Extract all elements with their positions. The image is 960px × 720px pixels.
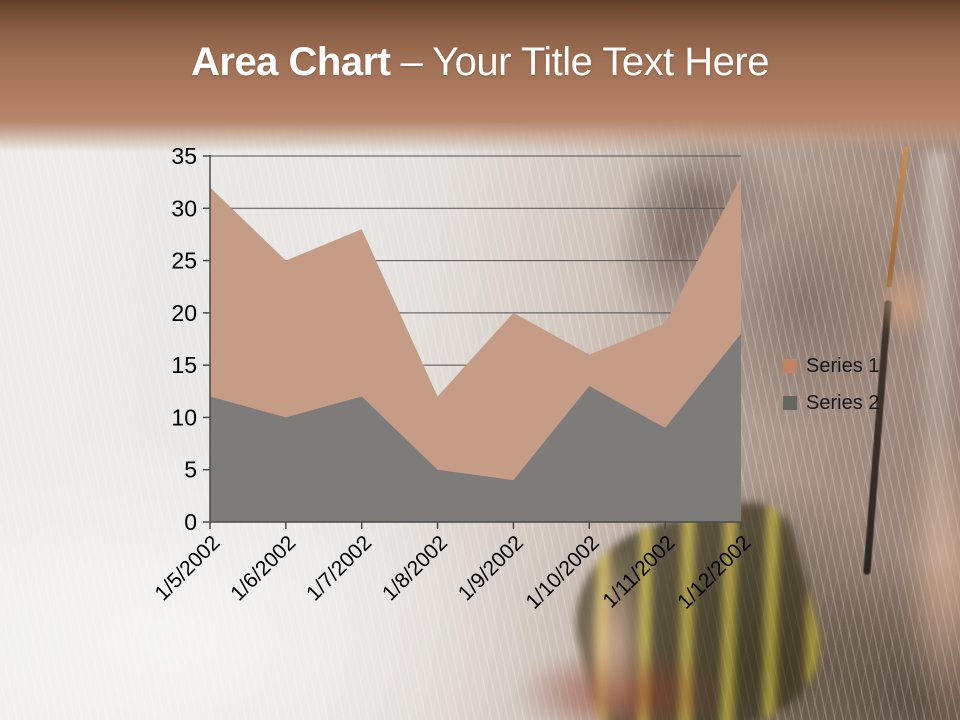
- y-axis-label: 15: [171, 352, 197, 378]
- photo-right-arm: [905, 415, 960, 720]
- slide-title: Area Chart – Your Title Text Here: [0, 42, 960, 82]
- y-axis-label: 5: [184, 457, 197, 483]
- photo-hand: [876, 264, 934, 340]
- y-axis-label: 30: [171, 195, 197, 221]
- series-1-swatch-icon: [783, 359, 797, 373]
- photo-light-streak: [924, 150, 950, 570]
- y-axis-label: 25: [171, 248, 197, 274]
- legend-label-series-1: Series 1: [806, 355, 880, 377]
- y-axis-label: 0: [184, 509, 197, 535]
- series-2-swatch-icon: [783, 396, 797, 410]
- photo-left-arm: [583, 545, 645, 720]
- header-band: [0, 0, 960, 152]
- x-axis-label: 1/9/2002: [454, 531, 528, 605]
- x-axis-label: 1/11/2002: [598, 531, 679, 612]
- x-axis-label: 1/7/2002: [302, 531, 376, 605]
- y-axis-label: 10: [171, 404, 197, 430]
- x-axis-label: 1/12/2002: [673, 531, 755, 613]
- x-axis-label: 1/10/2002: [521, 531, 603, 613]
- x-axis-label: 1/6/2002: [226, 531, 300, 605]
- legend-item-series-2: Series 2: [783, 393, 879, 413]
- y-axis-label: 20: [171, 300, 197, 326]
- legend-label-series-2: Series 2: [806, 392, 880, 414]
- chart-legend: Series 1 Series 2: [783, 356, 879, 430]
- title-topic: Area Chart: [190, 40, 391, 84]
- x-axis-label: 1/8/2002: [378, 531, 452, 605]
- title-text: – Your Title Text Here: [400, 40, 770, 84]
- x-axis-label: 1/5/2002: [150, 531, 224, 605]
- legend-item-series-1: Series 1: [783, 356, 879, 376]
- y-axis-label: 35: [171, 143, 197, 169]
- series-2-area: [210, 333, 741, 522]
